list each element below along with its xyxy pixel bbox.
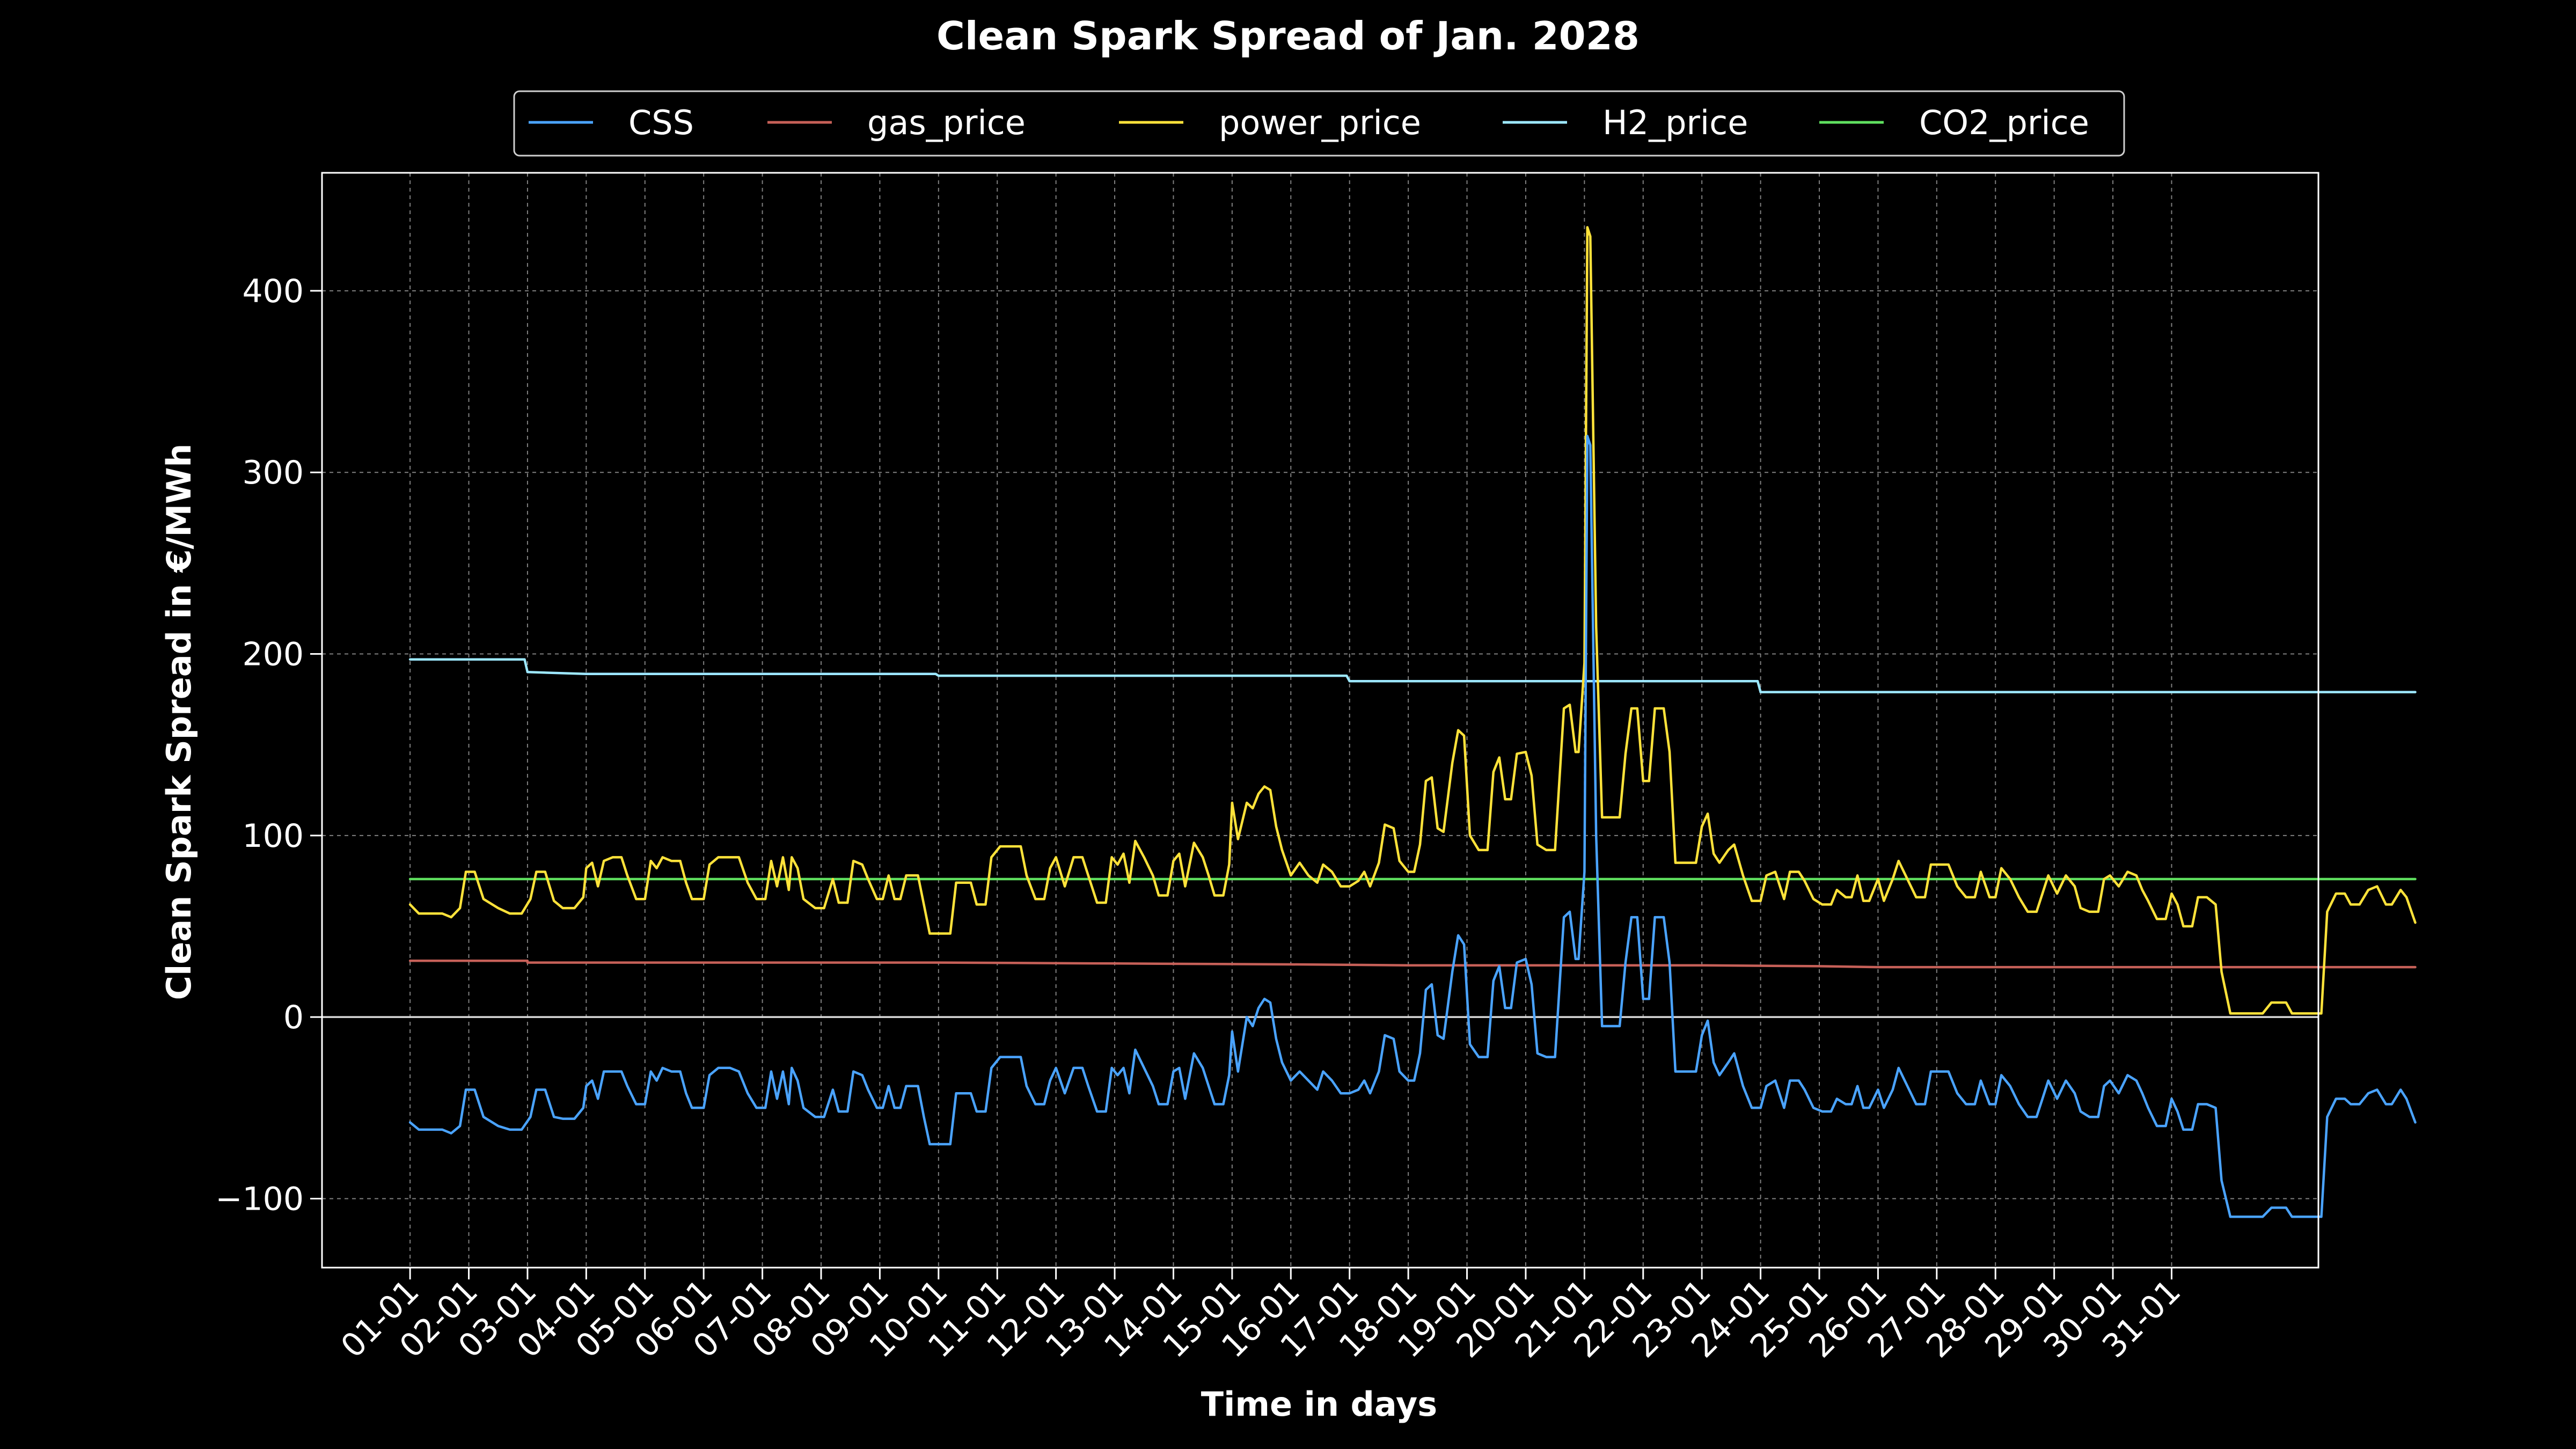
- y-tick-label: 400: [242, 273, 304, 310]
- grid-layer: [322, 173, 2318, 1268]
- y-axis: −100 0 100 200 300 400: [215, 273, 322, 1218]
- legend-label-h2-price: H2_price: [1602, 103, 1748, 142]
- series-line-h2-price: [408, 658, 2417, 693]
- plot-frame: [321, 172, 2319, 1269]
- legend-label-power-price: power_price: [1219, 103, 1421, 142]
- series-line-power-price: [408, 226, 2417, 1015]
- x-axis-label: Time in days: [1201, 1385, 1437, 1424]
- y-tick-label: 300: [242, 454, 304, 492]
- series-line-gas-price: [408, 960, 2417, 969]
- y-tick-label: 100: [242, 817, 304, 855]
- legend-frame: [513, 90, 2125, 157]
- series-layer: [408, 226, 2417, 1218]
- legend-label-co2-price: CO2_price: [1919, 103, 2089, 142]
- y-tick-label: −100: [215, 1180, 304, 1218]
- y-tick-label: 200: [242, 636, 304, 674]
- legend: CSS gas_price power_price H2_price CO2_price: [513, 90, 2125, 157]
- legend-label-gas-price: gas_price: [867, 103, 1026, 142]
- y-tick-label: 0: [283, 999, 304, 1036]
- legend-label-css: CSS: [628, 103, 694, 142]
- series-line-css: [408, 435, 2417, 1218]
- chart-title: Clean Spark Spread of Jan. 2028: [936, 13, 1640, 58]
- y-axis-label: Clean Spark Spread in €/MWh: [159, 443, 199, 1000]
- legend-items: CSS gas_price power_price H2_price CO2_price: [529, 103, 2089, 142]
